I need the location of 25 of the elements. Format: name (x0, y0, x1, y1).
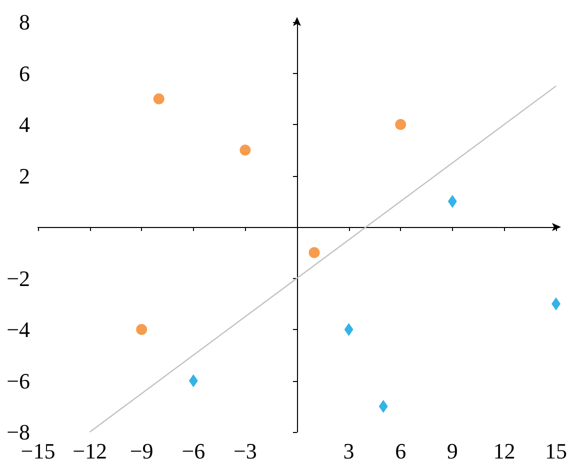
x-tick-label: 3 (343, 438, 354, 462)
y-tick-label: −4 (6, 317, 30, 342)
x-tick-label: 9 (446, 438, 458, 462)
y-tick-label: 8 (19, 10, 30, 34)
point (448, 194, 457, 208)
x-tick-label: −6 (182, 438, 206, 462)
y-tick-label: −6 (6, 368, 30, 394)
point (136, 324, 148, 335)
point (395, 119, 406, 130)
x-tick-label: 6 (395, 438, 406, 462)
x-tick-label: −3 (233, 438, 257, 462)
y-tick-label: 4 (19, 112, 30, 137)
point (378, 400, 388, 413)
point (308, 247, 320, 258)
x-tick-label: 15 (545, 438, 567, 462)
y-tick-label: 2 (19, 163, 30, 188)
point (240, 144, 251, 156)
x-tick-label: −9 (130, 438, 154, 462)
y-tick-label: −2 (6, 266, 30, 291)
x-tick-label: −12 (72, 438, 108, 462)
point (153, 93, 164, 104)
point (344, 323, 354, 336)
y-tick-label: 6 (19, 60, 30, 86)
point (188, 374, 198, 388)
x-tick-label: 12 (493, 438, 516, 462)
